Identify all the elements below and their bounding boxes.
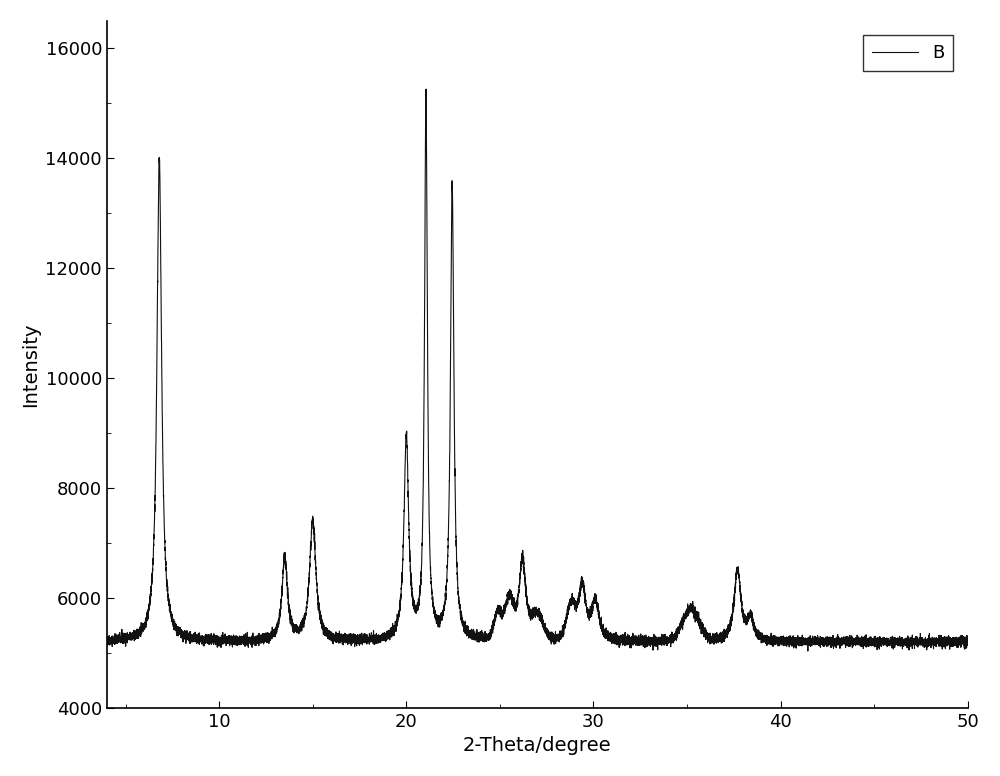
Y-axis label: Intensity: Intensity — [21, 322, 40, 407]
B — [146, 568, 158, 577]
X-axis label: 2-Theta/degree: 2-Theta/degree — [463, 736, 612, 755]
B — [542, 628, 554, 637]
B — [229, 639, 241, 649]
B — [554, 630, 566, 639]
B — [101, 635, 113, 644]
Legend: B: B — [863, 35, 953, 71]
B — [802, 646, 814, 656]
B — [324, 632, 336, 642]
B — [962, 639, 974, 649]
B — [420, 85, 432, 94]
B — [624, 639, 636, 648]
Line: B: B — [107, 89, 968, 651]
